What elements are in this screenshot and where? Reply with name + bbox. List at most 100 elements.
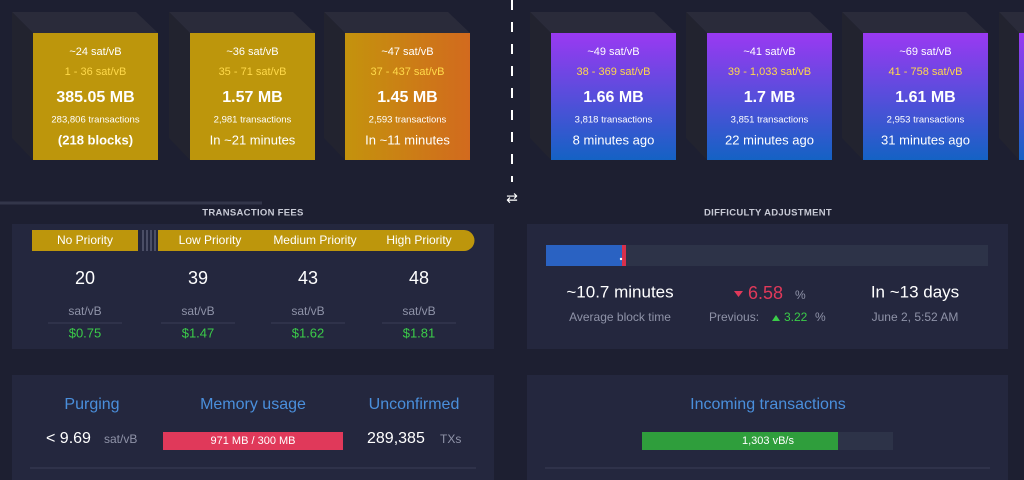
priority-bar	[158, 230, 475, 251]
block-fee-range: 38 - 369 sat/vB	[577, 66, 651, 78]
fee-usd: $1.81	[403, 325, 436, 340]
fees: No Priority Low Priority Medium Priority Hi…	[48, 233, 456, 340]
block-fee-range: 39 - 1,033 sat/vB	[728, 66, 811, 78]
block-top	[12, 12, 158, 33]
incoming-panel	[527, 375, 1008, 480]
up-arrow	[772, 315, 780, 321]
section-title: TRANSACTION FEES	[202, 208, 303, 219]
block-top	[999, 12, 1024, 33]
block-fee: ~24 sat/vB	[69, 46, 121, 58]
block: ~24 sat/vB 1 - 36 sat/vB 385.05 MB 283,806 …	[12, 12, 158, 160]
block-side	[842, 12, 863, 160]
difficulty-change-unit: %	[795, 288, 806, 302]
block-side	[324, 12, 345, 160]
priority-label: High Priority	[386, 233, 451, 247]
eta-date: June 2, 5:52 AM	[872, 310, 959, 324]
block-front	[551, 33, 676, 160]
block-footer: In ~21 minutes	[210, 132, 296, 147]
purging-label: Purging	[64, 396, 119, 413]
priority-stripes	[142, 230, 156, 251]
progress-fill	[546, 245, 622, 266]
memory-value: 971 MB / 300 MB	[211, 435, 296, 447]
block-front	[33, 33, 158, 160]
block-size: 1.61 MB	[895, 89, 955, 106]
incoming-rate: 1,303 vB/s	[742, 435, 794, 447]
fee-value: 48	[409, 268, 429, 288]
block-side	[530, 12, 551, 160]
block-side	[686, 12, 707, 160]
unconfirmed-label: Unconfirmed	[369, 396, 460, 413]
previous-unit: %	[815, 310, 826, 324]
block-size: 385.05 MB	[56, 89, 134, 106]
priority-bar	[32, 230, 138, 251]
swap-icon[interactable]: ⇄	[506, 190, 518, 206]
block-front	[1019, 33, 1024, 160]
block-footer: 22 minutes ago	[725, 132, 814, 147]
progress-track	[546, 245, 988, 266]
block-front	[863, 33, 988, 160]
block-footer: 31 minutes ago	[881, 132, 970, 147]
block-top	[686, 12, 832, 33]
block-tx-count: 2,981 transactions	[214, 115, 292, 126]
mempool-panel	[12, 375, 494, 480]
previous-change: 3.22	[784, 310, 808, 324]
block-footer: In ~11 minutes	[365, 132, 450, 147]
block-fee-range: 41 - 758 sat/vB	[889, 66, 963, 78]
fee-usd: $0.75	[69, 325, 102, 340]
fee-usd: $1.47	[182, 325, 215, 340]
block-footer: 8 minutes ago	[573, 132, 655, 147]
fee-value: 39	[188, 268, 208, 288]
priority-label: Medium Priority	[273, 233, 356, 247]
block-side	[999, 12, 1019, 160]
fee-value: 43	[298, 268, 318, 288]
block-size: 1.45 MB	[377, 89, 437, 106]
block-size: 1.7 MB	[744, 89, 796, 106]
fee-unit: sat/vB	[402, 304, 435, 318]
block-top	[324, 12, 470, 33]
block-side	[12, 12, 33, 160]
block-fee: ~47 sat/vB	[381, 46, 433, 58]
memory-bar	[163, 432, 343, 450]
progress-dot	[619, 257, 623, 261]
priority-label: No Priority	[57, 233, 113, 247]
section-title: DIFFICULTY ADJUSTMENT	[704, 208, 832, 219]
fee-unit: sat/vB	[68, 304, 101, 318]
block-fee-range: 35 - 71 sat/vB	[219, 66, 287, 78]
block-footer: (218 blocks)	[58, 132, 133, 147]
block: ~36 sat/vB 35 - 71 sat/vB 1.57 MB 2,981 tra…	[169, 12, 315, 160]
block-front	[707, 33, 832, 160]
block-fee: ~41 sat/vB	[743, 46, 795, 58]
block: ~41 sat/vB 39 - 1,033 sat/vB 1.7 MB 3,851 t…	[686, 12, 832, 160]
block-time: ~10.7 minutes	[566, 282, 673, 301]
block: ~69 sat/vB 41 - 758 sat/vB 1.61 MB 2,953 tr…	[842, 12, 988, 160]
priority-label: Low Priority	[179, 233, 242, 247]
block-fee: ~49 sat/vB	[587, 46, 639, 58]
block-fee-range: 1 - 36 sat/vB	[65, 66, 127, 78]
incoming-fill	[642, 432, 838, 450]
block-tx-count: 3,818 transactions	[575, 115, 653, 126]
block-tx-count: 283,806 transactions	[51, 115, 139, 126]
block-front	[190, 33, 315, 160]
block-size: 1.66 MB	[583, 89, 643, 106]
block-side	[169, 12, 190, 160]
difficulty-change: 6.58	[748, 283, 783, 303]
memory-label: Memory usage	[200, 396, 306, 413]
block-fee: ~69 sat/vB	[899, 46, 951, 58]
incoming-label: Incoming transactions	[690, 396, 846, 413]
block: ~47 sat/vB 37 - 437 sat/vB 1.45 MB 2,593 tr…	[324, 12, 470, 160]
unconfirmed-unit: TXs	[440, 432, 461, 446]
down-arrow	[734, 291, 743, 297]
block: ~49 sat/vB 38 - 369 sat/vB 1.66 MB 3,818 tr…	[530, 12, 676, 160]
block-size: 1.57 MB	[222, 89, 282, 106]
block-top	[530, 12, 676, 33]
fee-unit: sat/vB	[181, 304, 214, 318]
block-tx-count: 2,953 transactions	[887, 115, 965, 126]
block-top	[842, 12, 988, 33]
eta: In ~13 days	[871, 282, 959, 301]
purging-value: < 9.69	[46, 430, 91, 447]
block-time-label: Average block time	[569, 310, 671, 324]
progress-marker	[622, 245, 626, 266]
fee-usd: $1.62	[292, 325, 325, 340]
